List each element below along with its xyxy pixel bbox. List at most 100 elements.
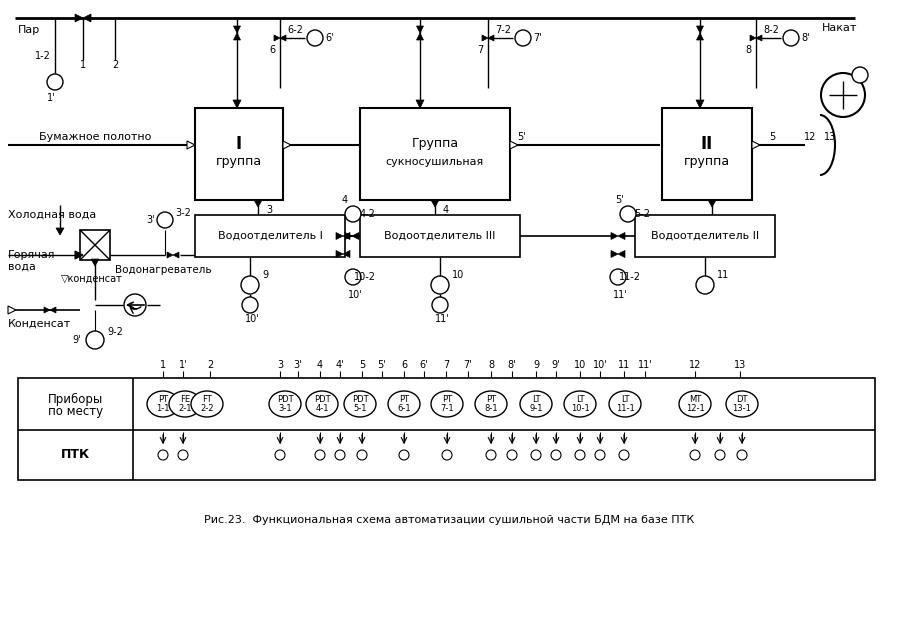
Circle shape (531, 450, 541, 460)
Circle shape (595, 450, 605, 460)
Text: 7: 7 (443, 360, 450, 370)
Polygon shape (431, 200, 439, 207)
Polygon shape (173, 252, 179, 258)
Text: 6: 6 (269, 45, 275, 55)
Text: 6-2: 6-2 (287, 25, 303, 35)
Bar (360, 215, 520, 257)
Polygon shape (416, 100, 424, 108)
Polygon shape (611, 250, 618, 258)
Polygon shape (91, 259, 99, 266)
Polygon shape (75, 251, 83, 259)
Circle shape (157, 212, 173, 228)
Text: 5': 5' (378, 360, 387, 370)
Circle shape (345, 206, 361, 222)
Circle shape (178, 450, 188, 460)
Text: 4: 4 (443, 205, 450, 215)
Polygon shape (611, 233, 618, 240)
Polygon shape (280, 35, 286, 41)
Text: Водоотделитель I: Водоотделитель I (218, 231, 323, 241)
Ellipse shape (306, 391, 338, 417)
Text: 11-2: 11-2 (619, 272, 641, 282)
Circle shape (86, 331, 104, 349)
Ellipse shape (475, 391, 507, 417)
Text: 2: 2 (111, 60, 118, 70)
Circle shape (242, 297, 258, 313)
Text: 4': 4' (335, 360, 344, 370)
Text: PT
7-1: PT 7-1 (441, 394, 454, 413)
Text: 4: 4 (317, 360, 323, 370)
Polygon shape (696, 100, 704, 108)
Text: 1': 1' (179, 360, 187, 370)
Text: 8: 8 (488, 360, 494, 370)
Bar (662, 108, 752, 200)
Circle shape (486, 450, 496, 460)
Ellipse shape (344, 391, 376, 417)
Bar (360, 108, 510, 200)
Text: 7': 7' (464, 360, 472, 370)
Circle shape (737, 450, 747, 460)
Polygon shape (756, 35, 762, 41)
Text: 1': 1' (47, 93, 56, 103)
Text: Водоотделитель III: Водоотделитель III (384, 231, 495, 241)
Circle shape (690, 450, 700, 460)
Circle shape (442, 450, 452, 460)
Text: 3: 3 (277, 360, 283, 370)
Text: PT
1-1: PT 1-1 (156, 394, 170, 413)
Text: II: II (701, 135, 713, 153)
Text: 11': 11' (612, 290, 628, 300)
Polygon shape (283, 141, 291, 149)
Text: 7: 7 (476, 45, 483, 55)
Text: вода: вода (8, 262, 36, 272)
Text: LT
9-1: LT 9-1 (530, 394, 543, 413)
Polygon shape (336, 250, 343, 258)
Text: 1: 1 (80, 60, 86, 70)
Ellipse shape (564, 391, 596, 417)
Ellipse shape (726, 391, 758, 417)
Circle shape (307, 30, 323, 46)
Polygon shape (488, 35, 494, 41)
Text: группа: группа (216, 155, 263, 168)
Circle shape (431, 276, 449, 294)
Text: Конденсат: Конденсат (8, 319, 71, 329)
Text: PDT
5-1: PDT 5-1 (352, 394, 369, 413)
Circle shape (275, 450, 285, 460)
Bar (635, 215, 775, 257)
Circle shape (315, 450, 325, 460)
Text: PT
6-1: PT 6-1 (397, 394, 411, 413)
Text: FT
2-2: FT 2-2 (200, 394, 214, 413)
Circle shape (47, 74, 63, 90)
Text: Приборы: Приборы (48, 392, 103, 406)
Ellipse shape (169, 391, 201, 417)
Circle shape (619, 450, 629, 460)
Polygon shape (750, 35, 756, 41)
Circle shape (783, 30, 799, 46)
Text: 9: 9 (533, 360, 539, 370)
Text: 8-2: 8-2 (763, 25, 779, 35)
Text: 4-2: 4-2 (359, 209, 375, 219)
Circle shape (241, 276, 259, 294)
Text: ПТК: ПТК (61, 449, 90, 462)
Text: LT
11-1: LT 11-1 (616, 394, 635, 413)
Text: 13: 13 (734, 360, 746, 370)
Text: 9': 9' (73, 335, 81, 345)
Ellipse shape (269, 391, 301, 417)
Text: 3: 3 (266, 205, 272, 215)
Text: Группа: Группа (412, 137, 458, 150)
Text: 13: 13 (823, 132, 836, 142)
Text: 12: 12 (804, 132, 816, 142)
Text: 7-2: 7-2 (495, 25, 511, 35)
Text: PT
8-1: PT 8-1 (485, 394, 498, 413)
Polygon shape (56, 228, 64, 235)
Circle shape (696, 276, 714, 294)
Polygon shape (254, 200, 262, 207)
Text: 5: 5 (359, 360, 365, 370)
Polygon shape (343, 233, 350, 240)
Circle shape (158, 450, 168, 460)
Polygon shape (50, 307, 56, 313)
Polygon shape (233, 100, 241, 108)
Polygon shape (167, 252, 173, 258)
Text: 5-2: 5-2 (634, 209, 650, 219)
Text: 6': 6' (325, 33, 334, 43)
Polygon shape (336, 233, 343, 240)
Text: FE
2-1: FE 2-1 (178, 394, 191, 413)
